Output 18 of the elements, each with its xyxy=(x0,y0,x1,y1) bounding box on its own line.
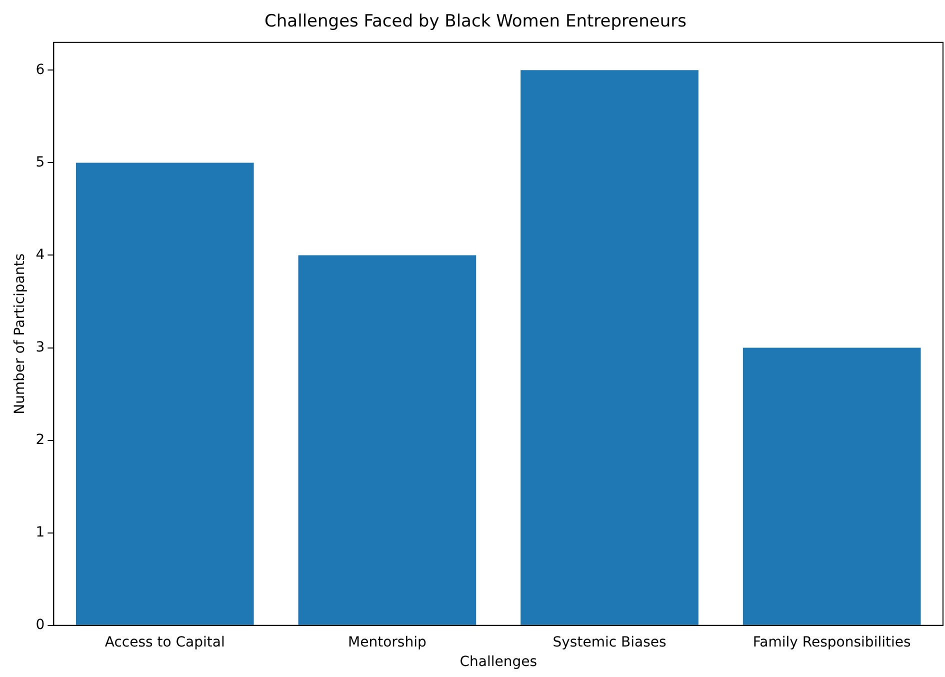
y-tick-label: 5 xyxy=(36,154,45,170)
y-tick-label: 6 xyxy=(36,62,45,78)
y-axis-title: Number of Participants xyxy=(12,253,28,414)
x-tick-label: Systemic Biases xyxy=(552,634,666,650)
x-tick-label: Access to Capital xyxy=(104,634,225,650)
y-tick-label: 2 xyxy=(36,432,45,448)
chart-title: Challenges Faced by Black Women Entrepreneurs xyxy=(264,12,687,32)
x-tick-label: Mentorship xyxy=(348,634,426,650)
y-tick-label: 0 xyxy=(36,617,45,634)
bar xyxy=(298,255,476,625)
bar xyxy=(742,348,921,625)
y-tick-label: 4 xyxy=(36,246,45,263)
bar xyxy=(76,162,254,625)
x-axis-title: Challenges xyxy=(460,654,537,670)
x-tick-label: Family Responsibilities xyxy=(752,634,911,650)
y-tick-label: 1 xyxy=(36,524,45,540)
bar xyxy=(520,70,698,625)
y-tick-label: 3 xyxy=(36,339,45,356)
